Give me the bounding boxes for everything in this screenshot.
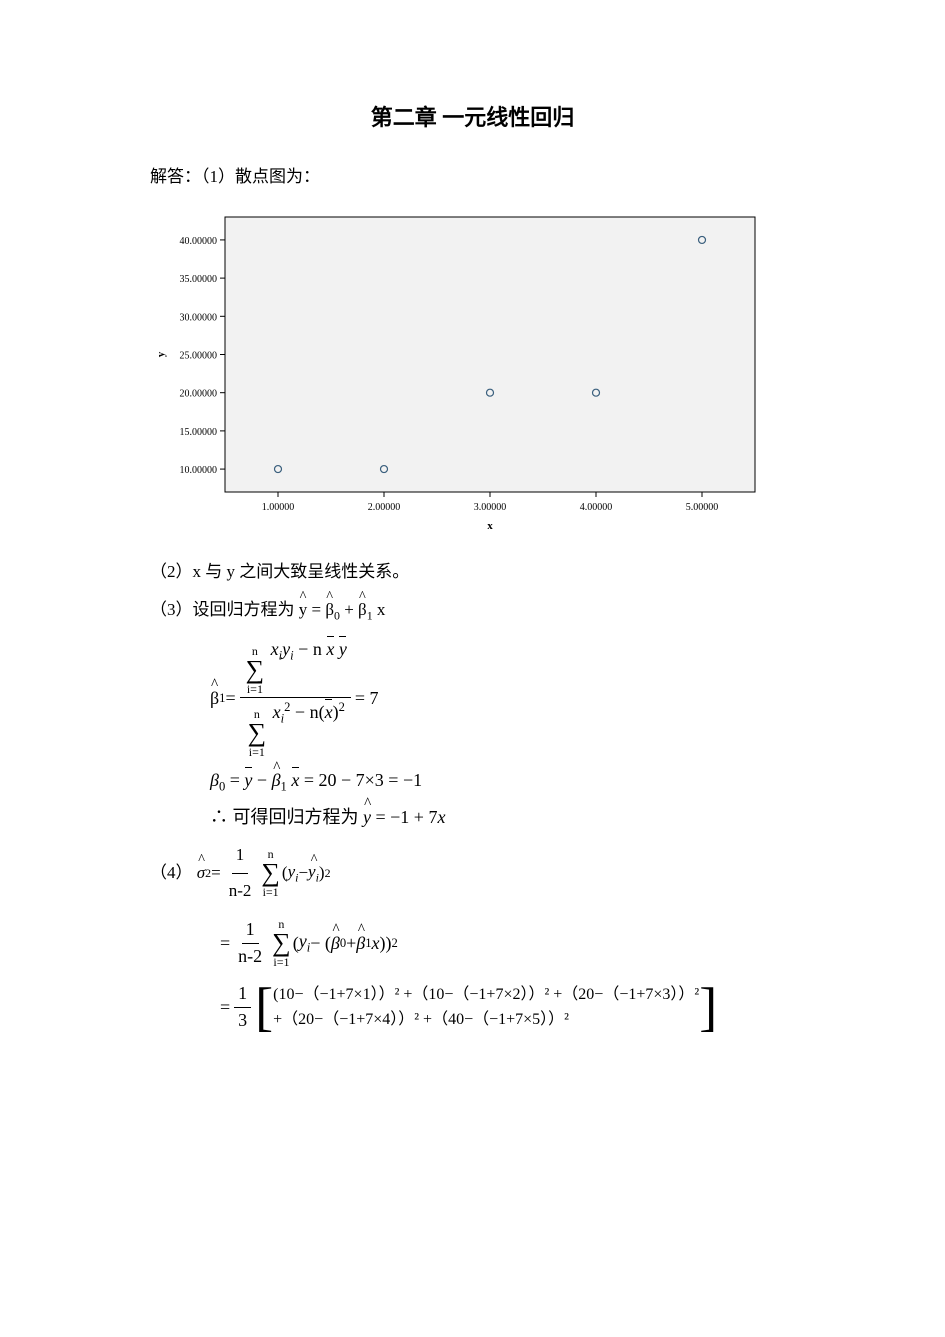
sum-i1-b: i=1 bbox=[273, 956, 289, 968]
frac-den-n2: n-2 bbox=[225, 874, 256, 907]
sum-bot: i=1 bbox=[247, 683, 263, 695]
left-bracket-icon: [ bbox=[255, 980, 273, 1034]
sigma-big-2: ∑ bbox=[248, 720, 267, 746]
svg-text:10.00000: 10.00000 bbox=[180, 465, 218, 476]
sq2: 2 bbox=[392, 936, 398, 951]
sum-icon-4: n ∑ i=1 bbox=[272, 918, 291, 968]
frac-num-1b: 1 bbox=[242, 919, 259, 944]
sum-i1: i=1 bbox=[263, 886, 279, 898]
sigma-big-4: ∑ bbox=[272, 930, 291, 956]
sigma-eq: = bbox=[211, 858, 221, 889]
scatter-svg: 10.00000 15.00000 20.00000 25.00000 30.00000… bbox=[150, 207, 770, 537]
sum-bot2: i=1 bbox=[249, 746, 265, 758]
right-bracket-icon: ] bbox=[699, 980, 717, 1034]
answer-line-4: （4） σ2 = 1 n-2 n ∑ i=1 (yi − yi)2 bbox=[150, 840, 795, 906]
answer-line-1: 解答：（1）散点图为： bbox=[150, 162, 795, 193]
beta0-hat: β bbox=[325, 595, 334, 626]
bracket-row-2: +（20−（−1+7×4））² +（40−（−1+7×5））² bbox=[273, 1007, 699, 1033]
sigma-big: ∑ bbox=[246, 657, 265, 683]
answer-line-3: （3）设回归方程为 y = β0 + β1 x bbox=[150, 595, 795, 627]
bracket-row-1: (10−（−1+7×1））² +（10−（−1+7×2））² +（20−（−1+… bbox=[273, 982, 699, 1008]
svg-text:25.00000: 25.00000 bbox=[180, 350, 218, 361]
x-var: x bbox=[377, 600, 386, 619]
beta1-fraction: n ∑ i=1 xiyi − n x y n ∑ i=1 xi2 − n(x)2 bbox=[240, 639, 351, 758]
svg-text:15.00000: 15.00000 bbox=[180, 426, 218, 437]
svg-text:4.00000: 4.00000 bbox=[580, 502, 613, 513]
svg-text:35.00000: 35.00000 bbox=[180, 274, 218, 285]
sq1: 2 bbox=[325, 863, 331, 884]
svg-text:y: y bbox=[155, 351, 167, 357]
svg-text:x: x bbox=[487, 520, 493, 532]
svg-text:2.00000: 2.00000 bbox=[368, 502, 401, 513]
big-bracket: [ (10−（−1+7×1））² +（10−（−1+7×2））² +（20−（−… bbox=[255, 980, 717, 1034]
beta1-hat: β bbox=[210, 688, 219, 710]
eq-sign-1: = bbox=[220, 933, 230, 955]
frac-1-n2-b: 1 n-2 bbox=[234, 919, 266, 967]
sigma-big-3: ∑ bbox=[261, 860, 280, 886]
p3-prefix: （3）设回归方程为 bbox=[150, 600, 299, 619]
frac-den-n2b: n-2 bbox=[234, 944, 266, 968]
svg-text:20.00000: 20.00000 bbox=[180, 388, 218, 399]
frac-num-13: 1 bbox=[234, 983, 251, 1008]
beta0-formula: β0 = y − β1 x = 20 − 7×3 = −1 bbox=[210, 770, 795, 795]
plus: + bbox=[344, 600, 354, 619]
sub-0: 0 bbox=[334, 609, 340, 623]
p4-prefix: （4） bbox=[150, 858, 193, 889]
beta1-eq: = bbox=[225, 688, 235, 710]
svg-text:3.00000: 3.00000 bbox=[474, 502, 507, 513]
svg-text:5.00000: 5.00000 bbox=[686, 502, 719, 513]
sigma-hat: σ bbox=[197, 858, 205, 889]
b1-val: = 7 bbox=[355, 688, 379, 710]
eq-sign-2: = bbox=[220, 997, 230, 1019]
therefore-prefix: ∴ 可得回归方程为 bbox=[210, 807, 363, 827]
answer-line-2: （2）x 与 y 之间大致呈线性关系。 bbox=[150, 557, 795, 588]
document-page: 第二章 一元线性回归 解答：（1）散点图为： 10.0000015.000002… bbox=[0, 0, 945, 1126]
equals: = bbox=[312, 600, 326, 619]
frac-1-n2: 1 n-2 bbox=[225, 840, 256, 906]
y-hat: y bbox=[299, 595, 308, 626]
scatter-chart: 10.00000 15.00000 20.00000 25.00000 30.00000… bbox=[150, 207, 795, 537]
sum-icon-3: n ∑ i=1 bbox=[261, 848, 280, 898]
therefore-line: ∴ 可得回归方程为 y = −1 + 7x bbox=[210, 807, 795, 829]
sum-icon-2: n ∑ i=1 bbox=[248, 708, 267, 758]
beta1-hat-inline: β bbox=[358, 595, 367, 626]
svg-text:1.00000: 1.00000 bbox=[262, 502, 295, 513]
frac-num-1: 1 bbox=[232, 840, 249, 874]
svg-text:30.00000: 30.00000 bbox=[180, 312, 218, 323]
sigma-step2: = 1 n-2 n ∑ i=1 (yi − (β0 + β1 x))2 bbox=[220, 918, 795, 968]
chapter-title: 第二章 一元线性回归 bbox=[150, 100, 795, 132]
sum-icon: n ∑ i=1 bbox=[246, 645, 265, 695]
frac-1-3: 1 3 bbox=[234, 983, 251, 1031]
sigma-step3: = 1 3 [ (10−（−1+7×1））² +（10−（−1+7×2））² +… bbox=[220, 980, 795, 1034]
svg-text:40.00000: 40.00000 bbox=[180, 236, 218, 247]
frac-den-13: 3 bbox=[234, 1008, 251, 1032]
beta1-formula: β1 = n ∑ i=1 xiyi − n x y n ∑ i=1 bbox=[210, 639, 795, 758]
sub-1: 1 bbox=[367, 609, 373, 623]
